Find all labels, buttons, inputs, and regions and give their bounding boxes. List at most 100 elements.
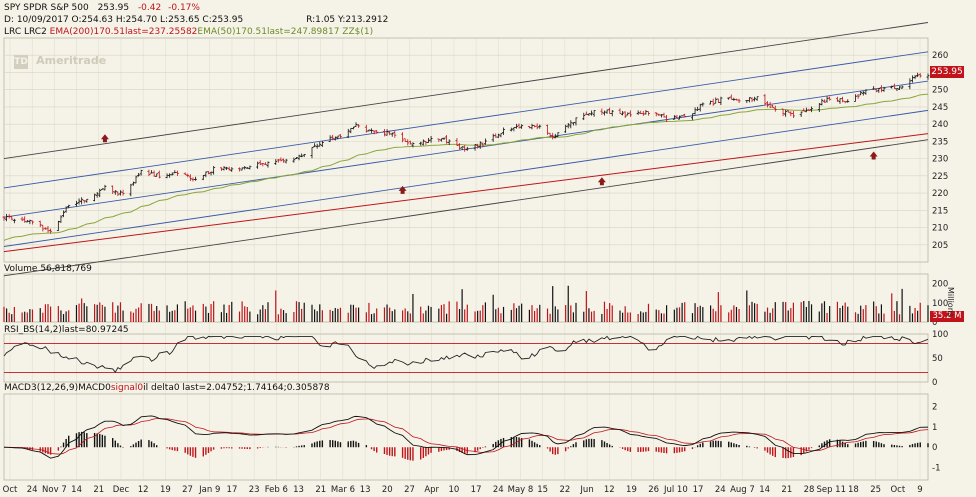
x-tick-label: 19 [626,485,637,495]
x-tick-label: Mar 6 [331,485,355,495]
x-tick-label: 17 [693,485,704,495]
x-tick-label: Aug 7 [730,485,755,495]
macd-line [3,415,929,459]
rsi-plot [3,335,929,373]
x-tick-label: Sep 11 [816,485,846,495]
lrc-line-0 [3,22,929,160]
price-tick-250: 250 [932,86,948,96]
ema50-legend: EMA(50) [197,27,236,37]
last-price: 253.95 [97,3,130,13]
price-bars [2,72,930,234]
price-tick-220: 220 [932,189,948,199]
axis-labels: 205210215220225230235240245250255260Oct2… [3,51,949,495]
header-line-1: SPY SPDR S&P 500 253.95 -0.42 -0.17% [4,3,200,14]
x-tick-label: 12 [604,485,615,495]
x-tick-label: 13 [360,485,371,495]
signal-arrows [100,134,878,194]
ema200-value: 170.51last=237.25582 [93,27,198,37]
price-tick-235: 235 [932,137,948,147]
macd-plot [3,415,929,461]
x-tick-label: 21 [315,485,326,495]
x-tick-label: 23 [249,485,260,495]
signal-arrow-0 [100,134,109,143]
macd-tick: 0 [932,443,937,453]
macd-line-legend: MACD0 [78,383,111,393]
change: -0.42 [137,3,162,13]
macd-tick: 2 [932,402,937,412]
header-line-2: D: 10/09/2017 O:254.63 H:254.70 L:253.65… [4,15,388,26]
x-tick-label: 14 [759,485,770,495]
macd-signal-legend: signal0 [110,383,144,393]
macd-tick: 1 [932,423,937,433]
x-tick-label: 17 [227,485,238,495]
ema200-legend: EMA(200) [49,27,94,37]
symbol-title: SPY SPDR S&P 500 [4,3,89,13]
price-tick-260: 260 [932,51,948,61]
grid [3,37,929,481]
panel-frame-1 [3,273,929,323]
macd-name: MACD3(12,26,9) [4,383,79,393]
rsi-tick: 100 [932,330,948,340]
rsi-last: last=80.97245 [61,325,129,335]
price-tag: 253.95 [930,66,964,78]
overlay-lines [3,22,929,277]
x-tick-label: 27 [404,485,415,495]
price-tick-205: 205 [932,241,948,251]
x-tick-label: Apr [424,485,439,495]
lrc-line-3 [3,109,929,247]
volume-tick: 0 [932,318,937,328]
x-tick-label: 10 [448,485,459,495]
lrc-legend: LRC LRC2 [4,27,50,37]
volume-unit: Millions [946,287,955,317]
x-tick-label: 25 [870,485,881,495]
volume-bars [3,285,929,322]
ohlc-readout: D: 10/09/2017 O:254.63 H:254.70 L:253.65… [4,15,244,25]
x-tick-label: Feb 6 [265,485,288,495]
x-tick-label: Dec [113,485,130,495]
x-tick-label: 13 [293,485,304,495]
x-tick-label: 24 [493,485,504,495]
lrc-line-4 [3,139,929,277]
panel-frame-3 [3,393,929,481]
panel-frame-2 [3,333,929,383]
price-tick-230: 230 [932,155,948,165]
x-tick-label: 17 [471,485,482,495]
rsi-tick: 0 [932,378,937,388]
watermark: TD Ameritrade [14,49,106,69]
change-pct: -0.17% [168,3,200,13]
panel-frame-0 [3,37,929,263]
study-legend: LRC LRC2 EMA(200)170.51last=237.25582EMA… [4,27,373,38]
x-tick-label: 24 [715,485,726,495]
signal-arrow-3 [869,151,878,160]
rsi-line [3,335,929,373]
ema50-value: 170.51last=247.89817 ZZ$(1) [235,27,374,37]
x-tick-label: 27 [182,485,193,495]
x-tick-label: 19 [160,485,171,495]
x-tick-label: 28 [804,485,815,495]
macd-title: MACD3(12,26,9)MACD0signal0il delta0 last… [4,383,330,394]
rsi-tick: 50 [932,354,943,364]
x-tick-label: 9 [917,485,922,495]
x-tick-label: 21 [781,485,792,495]
x-tick-label: 15 [537,485,548,495]
macd-signal-line [3,418,929,455]
volume-tick: 100 [932,299,948,309]
macd-tick: -1 [932,464,940,474]
signal-arrow-2 [597,177,606,186]
signal-arrow-1 [398,185,407,194]
x-tick-label: 24 [27,485,38,495]
price-tick-210: 210 [932,224,948,234]
rsi-name: RSI_BS(14,2) [4,325,62,335]
x-tick-label: 20 [382,485,393,495]
x-tick-label: Jan 9 [198,485,220,495]
macd-delta-legend: il delta0 last=2.04752;1.74164;0.305878 [143,383,330,393]
price-tick-225: 225 [932,172,948,182]
x-tick-label: Jul 10 [663,485,688,495]
watermark-text: Ameritrade [36,54,107,67]
lrc-line-1 [3,51,929,189]
x-tick-label: 12 [138,485,149,495]
price-tick-245: 245 [932,103,948,113]
x-tick-label: 18 [848,485,859,495]
